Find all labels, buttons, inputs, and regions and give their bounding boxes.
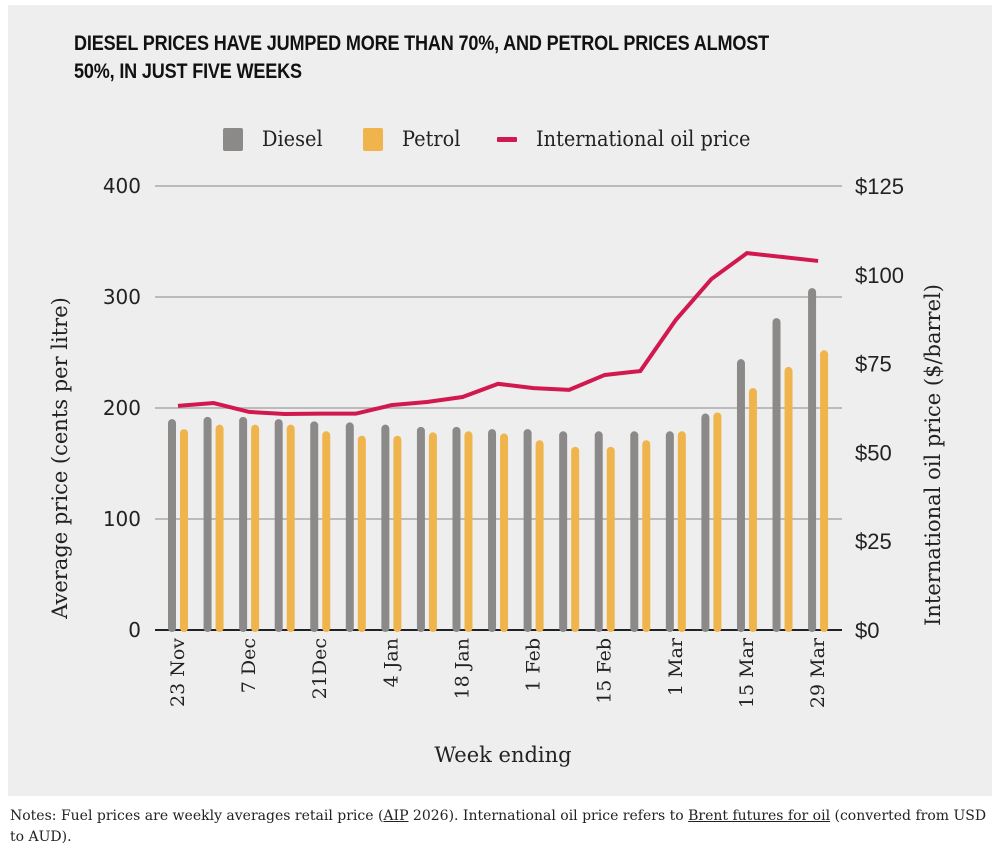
diesel-bar bbox=[274, 419, 283, 632]
petrol-bar bbox=[322, 431, 331, 632]
y2-tick-label: $75 bbox=[855, 352, 892, 377]
diesel-bar bbox=[523, 429, 532, 632]
diesel-bar bbox=[665, 431, 674, 632]
diesel-bar bbox=[203, 416, 212, 632]
notes-text-2: 2026). International oil price refers to bbox=[408, 808, 689, 824]
y2-tick-label: $125 bbox=[855, 174, 904, 199]
diesel-bar bbox=[310, 421, 319, 632]
petrol-bar bbox=[215, 424, 224, 632]
x-axis: 23 Nov 7 Dec 21Dec 4 Jan 18 Jan 1 Feb 15 Feb 1 … bbox=[167, 637, 829, 708]
chart-notes: Notes: Fuel prices are weekly averages r… bbox=[10, 806, 990, 848]
x-axis-title: Week ending bbox=[434, 743, 571, 767]
diesel-bar bbox=[772, 318, 781, 632]
diesel-bar bbox=[594, 431, 603, 632]
petrol-bar bbox=[748, 388, 757, 632]
notes-text-1: Notes: Fuel prices are weekly averages r… bbox=[10, 808, 384, 824]
diesel-bar bbox=[416, 426, 425, 632]
y-tick-label: 400 bbox=[103, 174, 141, 198]
diesel-bar bbox=[630, 431, 639, 632]
petrol-bar bbox=[464, 431, 473, 632]
y-axis-right: $0 $25 $50 $75 $100 $125 bbox=[855, 174, 904, 643]
petrol-bar bbox=[535, 440, 544, 632]
y-tick-label: 200 bbox=[103, 396, 141, 420]
x-tick-label: 18 Jan bbox=[451, 638, 473, 699]
legend-item-petrol: Petrol bbox=[363, 124, 465, 154]
y2-tick-label: $25 bbox=[855, 529, 892, 554]
diesel-bar bbox=[168, 419, 176, 632]
y-tick-label: 300 bbox=[103, 285, 141, 309]
diesel-bar bbox=[239, 416, 248, 632]
legend: Diesel Petrol International oil price bbox=[0, 124, 1000, 154]
gridlines bbox=[155, 185, 842, 631]
diesel-bar bbox=[559, 431, 568, 632]
diesel-bar bbox=[808, 288, 817, 632]
x-tick-label: 15 Mar bbox=[736, 637, 758, 708]
aip-link[interactable]: AIP bbox=[383, 808, 409, 824]
diesel-bar bbox=[488, 429, 497, 632]
petrol-bar bbox=[500, 433, 509, 632]
legend-swatch-diesel bbox=[223, 127, 243, 151]
x-tick-label: 15 Feb bbox=[594, 638, 616, 704]
y2-tick-label: $100 bbox=[855, 263, 904, 288]
bars bbox=[168, 288, 829, 632]
notes-text-3: (converted from USD to AUD). bbox=[10, 808, 987, 845]
x-tick-label: 23 Nov bbox=[167, 638, 189, 707]
petrol-bar bbox=[180, 429, 188, 632]
petrol-bar bbox=[784, 366, 793, 632]
y-axis-left: 0 100 200 300 400 bbox=[103, 174, 141, 642]
diesel-bar bbox=[345, 422, 354, 632]
x-tick-label: 1 Mar bbox=[665, 637, 687, 696]
petrol-bar bbox=[677, 431, 686, 632]
x-tick-label: 1 Feb bbox=[523, 638, 545, 692]
legend-swatch-oil bbox=[497, 136, 517, 142]
x-tick-label: 7 Dec bbox=[238, 638, 260, 693]
petrol-bar bbox=[286, 424, 295, 632]
petrol-bar bbox=[251, 424, 260, 632]
petrol-bar bbox=[571, 446, 580, 632]
petrol-bar bbox=[820, 350, 829, 632]
diesel-bar bbox=[701, 413, 710, 632]
oil-price-line-group bbox=[177, 251, 819, 417]
petrol-bar bbox=[713, 412, 722, 632]
legend-item-diesel: Diesel bbox=[223, 124, 328, 154]
diesel-bar bbox=[381, 424, 390, 632]
y-axis-title: Average price (cents per litre) bbox=[48, 297, 72, 620]
legend-label-petrol: Petrol bbox=[402, 127, 461, 151]
legend-swatch-petrol bbox=[363, 127, 383, 151]
oil-price-line bbox=[177, 251, 819, 417]
petrol-bar bbox=[428, 432, 437, 632]
chart-title: DIESEL PRICES HAVE JUMPED MORE THAN 70%,… bbox=[74, 32, 769, 83]
legend-label-oil: International oil price bbox=[536, 127, 751, 151]
petrol-bar bbox=[393, 435, 402, 632]
y2-axis-title: International oil price ($/barrel) bbox=[921, 284, 945, 626]
legend-label-diesel: Diesel bbox=[262, 127, 323, 151]
legend-item-oil: International oil price bbox=[497, 124, 769, 154]
y2-tick-label: $0 bbox=[855, 618, 879, 643]
x-tick-label: 21Dec bbox=[309, 638, 331, 699]
petrol-bar bbox=[606, 446, 615, 632]
diesel-bar bbox=[452, 426, 461, 632]
x-tick-label: 4 Jan bbox=[380, 638, 402, 687]
diesel-bar bbox=[736, 359, 745, 632]
y-tick-label: 0 bbox=[128, 618, 141, 642]
y2-tick-label: $50 bbox=[855, 440, 892, 465]
brent-futures-link[interactable]: Brent futures for oil bbox=[688, 808, 831, 824]
x-tick-label: 29 Mar bbox=[807, 637, 829, 708]
petrol-bar bbox=[642, 440, 651, 632]
petrol-bar bbox=[357, 435, 366, 632]
y-tick-label: 100 bbox=[103, 507, 141, 531]
